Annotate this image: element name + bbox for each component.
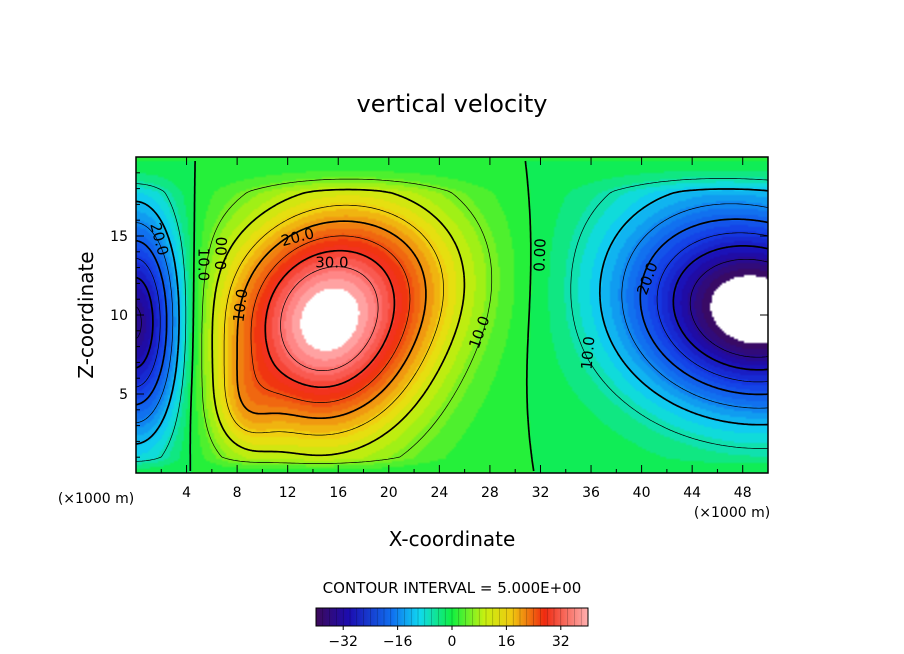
contour-line bbox=[201, 178, 493, 464]
colorbar-tick-label: −16 bbox=[383, 634, 413, 650]
contour-label: 10.0 bbox=[194, 248, 212, 281]
x-tick-label: 32 bbox=[532, 485, 550, 501]
x-tick-label: 4 bbox=[182, 485, 191, 501]
contour-line bbox=[264, 249, 396, 389]
contour-label: 10.0 bbox=[578, 335, 599, 370]
contour-line bbox=[136, 245, 768, 371]
contour-lines bbox=[136, 160, 768, 472]
colorbar-tick-label: −32 bbox=[328, 634, 358, 650]
colorbar-tick-label: 32 bbox=[552, 634, 570, 650]
x-tick-label: 24 bbox=[430, 485, 448, 501]
x-tick-label: 28 bbox=[481, 485, 499, 501]
contour-label: 30.0 bbox=[315, 253, 348, 271]
y-axis: 5 10 15 bbox=[110, 172, 768, 458]
contour-field bbox=[136, 157, 768, 473]
contour-line bbox=[136, 203, 768, 424]
contour-line bbox=[136, 178, 768, 462]
colorbar-ticks: −32 −16 0 16 32 bbox=[322, 608, 582, 650]
contour-line bbox=[189, 160, 535, 472]
y-axis-label: Z-coordinate bbox=[74, 251, 98, 378]
x-tick-label: 12 bbox=[279, 485, 297, 501]
x-axis-label: X-coordinate bbox=[389, 527, 516, 551]
contour-line bbox=[236, 220, 427, 420]
contour-line bbox=[136, 232, 768, 388]
x-units-left: (×1000 m) bbox=[58, 491, 134, 507]
chart-title: vertical velocity bbox=[357, 90, 548, 118]
x-tick-label: 44 bbox=[683, 485, 701, 501]
contour-line bbox=[211, 188, 466, 457]
contour-line bbox=[136, 188, 768, 445]
x-axis: 4 8 12 16 20 24 28 32 36 40 44 48 bbox=[160, 157, 752, 501]
filled-contour-image bbox=[136, 157, 768, 473]
x-units-right: (×1000 m) bbox=[694, 505, 770, 521]
colorbar-tick-label: 0 bbox=[448, 634, 457, 650]
x-tick-label: 8 bbox=[233, 485, 242, 501]
y-tick-label: 10 bbox=[110, 308, 128, 324]
y-tick-label: 15 bbox=[110, 229, 128, 245]
contour-label: 0.00 bbox=[212, 236, 231, 270]
contour-line bbox=[280, 266, 379, 371]
contour-interval-label: CONTOUR INTERVAL = 5.000E+00 bbox=[323, 579, 582, 597]
contour-line bbox=[136, 218, 768, 406]
x-tick-label: 36 bbox=[582, 485, 600, 501]
colorbar-tick-label: 16 bbox=[497, 634, 515, 650]
x-tick-label: 16 bbox=[329, 485, 347, 501]
contour-line bbox=[223, 204, 444, 436]
x-tick-label: 20 bbox=[380, 485, 398, 501]
contour-label: 10.0 bbox=[229, 288, 251, 323]
contour-line bbox=[250, 235, 411, 403]
y-tick-label: 5 bbox=[119, 387, 128, 403]
x-tick-label: 40 bbox=[633, 485, 651, 501]
contour-label: 0.00 bbox=[530, 238, 549, 272]
contour-line bbox=[136, 258, 768, 358]
x-tick-label: 48 bbox=[734, 485, 752, 501]
